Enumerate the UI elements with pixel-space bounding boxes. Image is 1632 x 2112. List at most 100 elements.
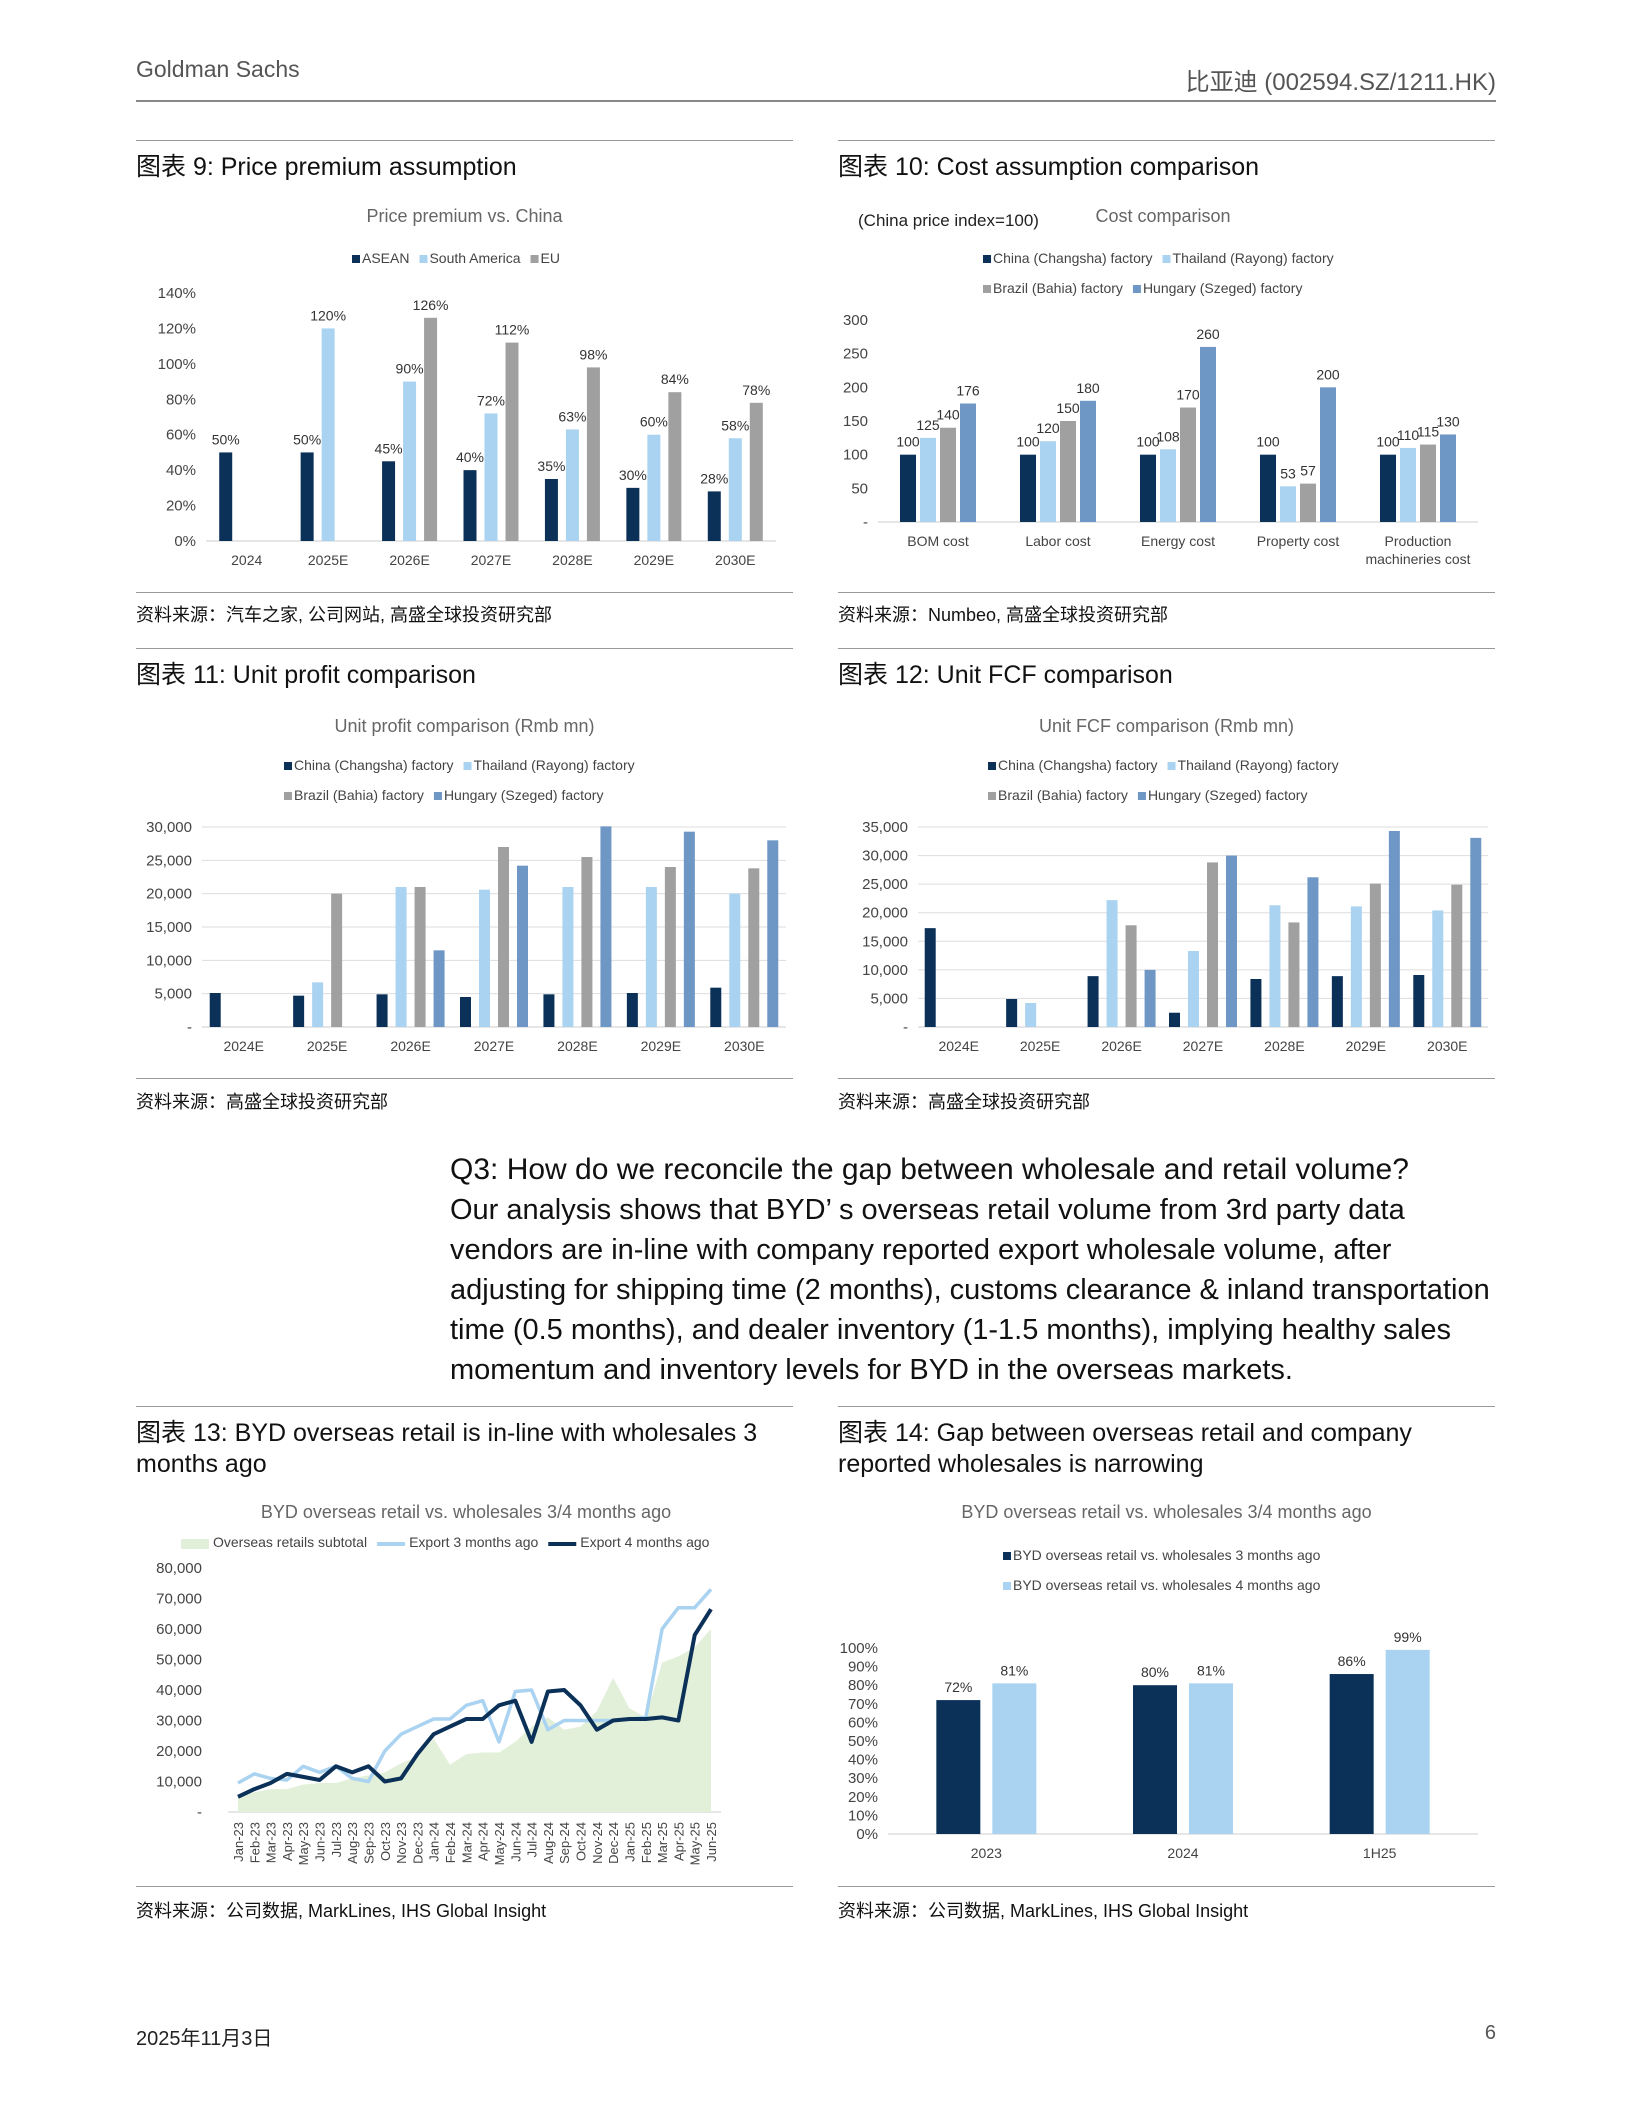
y-tick-label: 0% bbox=[174, 533, 196, 550]
x-tick-label: Nov-23 bbox=[394, 1822, 409, 1864]
legend-swatch bbox=[988, 792, 996, 800]
y-tick-label: 25,000 bbox=[146, 852, 192, 869]
bar bbox=[1451, 884, 1463, 1027]
chart-title: Cost comparison bbox=[1095, 206, 1230, 226]
data-label: 28% bbox=[700, 470, 728, 486]
y-tick-label: 10,000 bbox=[146, 952, 192, 969]
x-tick-label: Property cost bbox=[1257, 533, 1340, 549]
bar bbox=[1320, 387, 1336, 522]
y-tick-label: 40,000 bbox=[156, 1682, 202, 1699]
data-label: 120% bbox=[310, 307, 346, 323]
legend-swatch bbox=[284, 762, 292, 770]
legend-label: Hungary (Szeged) factory bbox=[1143, 280, 1303, 296]
y-tick-label: 100% bbox=[158, 356, 196, 373]
bar bbox=[1106, 900, 1118, 1027]
chart-title: Unit FCF comparison (Rmb mn) bbox=[1039, 716, 1294, 736]
legend-label: BYD overseas retail vs. wholesales 4 mon… bbox=[1013, 1577, 1321, 1593]
x-tick-label: Feb-23 bbox=[247, 1822, 262, 1863]
bar bbox=[460, 997, 471, 1027]
y-tick-label: 120% bbox=[158, 320, 196, 337]
legend-label: China (Changsha) factory bbox=[993, 250, 1153, 266]
bar bbox=[748, 868, 760, 1027]
exhibit-11-source: 资料来源：高盛全球投资研究部 bbox=[136, 1092, 388, 1112]
data-label: 30% bbox=[619, 467, 647, 483]
y-tick-label: 5,000 bbox=[154, 986, 192, 1003]
bar bbox=[209, 993, 221, 1027]
data-label: 72% bbox=[944, 1679, 972, 1695]
bar bbox=[1260, 454, 1276, 522]
x-tick-label: Feb-25 bbox=[639, 1822, 654, 1863]
x-tick-label: May-24 bbox=[492, 1822, 507, 1865]
bar bbox=[1388, 831, 1400, 1027]
x-tick-label: Jan-25 bbox=[622, 1822, 637, 1862]
y-tick-label: 250 bbox=[843, 346, 868, 363]
bar bbox=[300, 452, 314, 541]
bar bbox=[1385, 1649, 1430, 1834]
bar bbox=[600, 826, 612, 1027]
bar bbox=[1413, 975, 1425, 1027]
x-tick-label: Production bbox=[1385, 533, 1452, 549]
exhibit-14-title: 图表 14: Gap between overseas retail and c… bbox=[838, 1419, 1412, 1478]
legend-label: EU bbox=[541, 250, 560, 266]
bar bbox=[1432, 910, 1444, 1027]
legend-swatch bbox=[1137, 792, 1146, 800]
bar bbox=[1080, 400, 1096, 522]
divider bbox=[136, 1406, 793, 1407]
y-tick-label: 150 bbox=[843, 413, 868, 430]
x-tick-label: Apr-23 bbox=[280, 1822, 295, 1861]
divider bbox=[838, 1886, 1495, 1887]
legend-swatch bbox=[1003, 1552, 1011, 1560]
legend-swatch bbox=[433, 792, 442, 800]
legend-label: Brazil (Bahia) factory bbox=[998, 787, 1128, 803]
exhibit-14-chart: BYD overseas retail vs. wholesales 3/4 m… bbox=[840, 1502, 1478, 1861]
x-tick-label: 2026E bbox=[1101, 1038, 1141, 1054]
chart-title: Unit profit comparison (Rmb mn) bbox=[334, 716, 594, 736]
x-tick-label: Sep-24 bbox=[557, 1822, 572, 1864]
divider bbox=[838, 648, 1495, 649]
exhibit-11-chart: Unit profit comparison (Rmb mn) China (Ch… bbox=[146, 716, 786, 1054]
data-label: 180 bbox=[1076, 380, 1100, 396]
bar bbox=[581, 857, 593, 1027]
page-number: 6 bbox=[1484, 2022, 1496, 2044]
data-label: 72% bbox=[477, 392, 505, 408]
bar bbox=[586, 367, 600, 541]
x-tick-label: Mar-25 bbox=[655, 1822, 670, 1863]
data-label: 140 bbox=[936, 407, 960, 423]
bar bbox=[505, 342, 519, 541]
legend-swatch bbox=[1132, 285, 1141, 293]
x-tick-label: Dec-23 bbox=[410, 1822, 425, 1864]
x-tick-label: Aug-23 bbox=[345, 1822, 360, 1864]
data-label: 80% bbox=[1141, 1664, 1169, 1680]
bar bbox=[1160, 449, 1176, 522]
legend-swatch bbox=[988, 762, 996, 770]
q3-section: Q3: How do we reconcile the gap between … bbox=[450, 1150, 1500, 1390]
exhibit-11-title: 图表 11: Unit profit comparison bbox=[136, 661, 476, 689]
x-tick-label: 2027E bbox=[1183, 1038, 1223, 1054]
legend-label: Brazil (Bahia) factory bbox=[993, 280, 1123, 296]
bar bbox=[424, 317, 438, 541]
exhibit-13-chart: BYD overseas retail vs. wholesales 3/4 m… bbox=[156, 1502, 721, 1865]
data-label: 84% bbox=[661, 371, 689, 387]
y-tick-label: - bbox=[187, 1019, 192, 1036]
bar bbox=[1025, 1003, 1037, 1027]
x-tick-label: 2030E bbox=[715, 552, 755, 568]
data-label: 150 bbox=[1056, 400, 1080, 416]
bar bbox=[1060, 421, 1076, 522]
data-label: 86% bbox=[1338, 1653, 1366, 1669]
bar bbox=[1188, 951, 1199, 1027]
y-tick-label: 40% bbox=[848, 1752, 878, 1769]
y-tick-label: 5,000 bbox=[870, 990, 908, 1007]
divider bbox=[838, 140, 1495, 141]
x-tick-label: 2028E bbox=[1264, 1038, 1304, 1054]
legend-swatch bbox=[181, 1539, 209, 1549]
data-label: 120 bbox=[1036, 420, 1060, 436]
x-tick-label: 2029E bbox=[1346, 1038, 1386, 1054]
bar bbox=[479, 889, 490, 1027]
legend-swatch bbox=[548, 1542, 577, 1546]
bar bbox=[1040, 441, 1056, 522]
data-label: 81% bbox=[1197, 1662, 1225, 1678]
y-tick-label: 20% bbox=[166, 498, 196, 515]
y-tick-label: 20,000 bbox=[146, 886, 192, 903]
x-tick-label: 2029E bbox=[634, 552, 674, 568]
exhibit-10-chart: Cost comparison (China price index=100) Ch… bbox=[843, 206, 1478, 567]
